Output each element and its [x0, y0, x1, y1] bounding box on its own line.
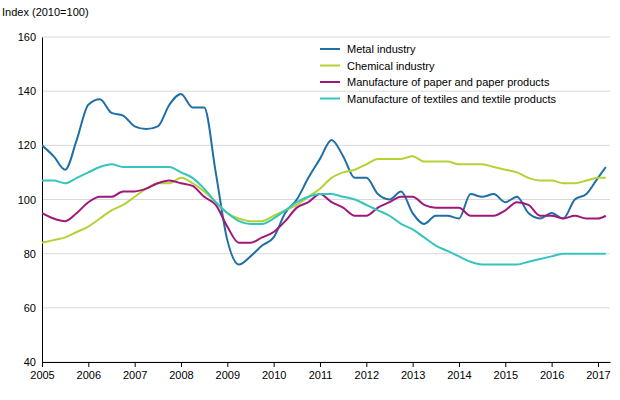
y-tick-label: 40	[24, 356, 36, 368]
legend-entry: Manufacture of textiles and textile prod…	[320, 93, 557, 105]
y-axis: 40 60 80 100 120 140 160	[18, 31, 43, 368]
legend-swatch	[320, 65, 340, 67]
y-tick: 120	[18, 139, 42, 151]
y-tick: 160	[18, 31, 42, 43]
series-line	[42, 181, 606, 243]
y-axis-line	[42, 38, 43, 363]
x-tick: 2013	[401, 362, 425, 381]
legend-entry: Chemical industry	[320, 60, 435, 72]
x-tick: 2005	[30, 362, 54, 381]
x-tick: 2016	[540, 362, 564, 381]
x-tick-label: 2010	[262, 369, 286, 381]
x-tick: 2006	[77, 362, 101, 381]
legend: Metal industry Chemical industry Manufactu…	[320, 43, 557, 105]
x-tick-mark	[88, 362, 89, 367]
legend-label: Manufacture of paper and paper products	[347, 76, 550, 88]
y-tick: 80	[24, 248, 42, 260]
x-tick-mark	[42, 362, 43, 367]
x-axis-line	[43, 362, 611, 363]
y-tick-label: 100	[18, 194, 36, 206]
x-tick-mark	[366, 362, 367, 367]
chart: 4060801001201401602005200620072008200920…	[0, 0, 620, 400]
x-tick: 2012	[355, 362, 379, 381]
x-tick: 2015	[494, 362, 518, 381]
x-tick-mark	[598, 362, 599, 367]
y-tick: 140	[18, 85, 42, 97]
x-tick-label: 2015	[494, 369, 518, 381]
y-tick-label: 160	[18, 31, 36, 43]
series-line	[42, 164, 606, 264]
x-tick-label: 2016	[540, 369, 564, 381]
x-tick-mark	[135, 362, 136, 367]
x-tick-mark	[459, 362, 460, 367]
grid-line	[42, 362, 610, 363]
grid-line	[42, 37, 610, 38]
x-tick: 2008	[169, 362, 193, 381]
x-tick-label: 2008	[169, 369, 193, 381]
series-line	[42, 94, 606, 265]
x-tick-label: 2012	[355, 369, 379, 381]
x-tick-mark	[320, 362, 321, 367]
legend-label: Chemical industry	[347, 60, 435, 72]
legend-label: Metal industry	[347, 43, 416, 55]
x-tick-mark	[413, 362, 414, 367]
legend-swatch	[320, 98, 340, 100]
series-line	[42, 156, 606, 243]
x-tick-mark	[181, 362, 182, 367]
x-tick-label: 2005	[30, 369, 54, 381]
y-tick: 60	[24, 302, 42, 314]
x-tick-mark	[227, 362, 228, 367]
x-tick: 2017	[586, 362, 610, 381]
x-tick-label: 2007	[123, 369, 147, 381]
y-tick: 40	[24, 356, 42, 368]
legend-swatch	[320, 81, 340, 83]
y-tick-label: 60	[24, 302, 36, 314]
y-tick-label: 120	[18, 139, 36, 151]
grid-line	[42, 307, 610, 308]
x-tick-label: 2013	[401, 369, 425, 381]
y-axis-title: Index (2010=100)	[2, 6, 89, 18]
x-tick: 2014	[447, 362, 471, 381]
x-tick-label: 2017	[586, 369, 610, 381]
x-tick: 2009	[216, 362, 240, 381]
x-tick-label: 2014	[447, 369, 471, 381]
y-tick-label: 80	[24, 248, 36, 260]
x-tick: 2010	[262, 362, 286, 381]
legend-swatch	[320, 48, 340, 50]
x-tick-label: 2011	[309, 369, 333, 381]
y-tick-label: 140	[18, 85, 36, 97]
x-tick-mark	[552, 362, 553, 367]
x-tick: 2007	[123, 362, 147, 381]
legend-entry: Metal industry	[320, 43, 416, 55]
x-tick-label: 2006	[77, 369, 101, 381]
x-tick-mark	[274, 362, 275, 367]
plot: 4060801001201401602005200620072008200920…	[18, 31, 611, 381]
x-tick-label: 2009	[216, 369, 240, 381]
grid-line	[42, 253, 610, 254]
legend-entry: Manufacture of paper and paper products	[320, 76, 550, 88]
lines	[42, 94, 606, 265]
y-tick: 100	[18, 194, 42, 206]
x-tick: 2011	[309, 362, 333, 381]
grid	[42, 37, 610, 362]
legend-label: Manufacture of textiles and textile prod…	[347, 93, 557, 105]
x-tick-mark	[505, 362, 506, 367]
x-axis: 2005 2006 2007 2008 2009 2010 2011 2012 2013 2014…	[30, 362, 610, 381]
grid-line	[42, 199, 610, 200]
